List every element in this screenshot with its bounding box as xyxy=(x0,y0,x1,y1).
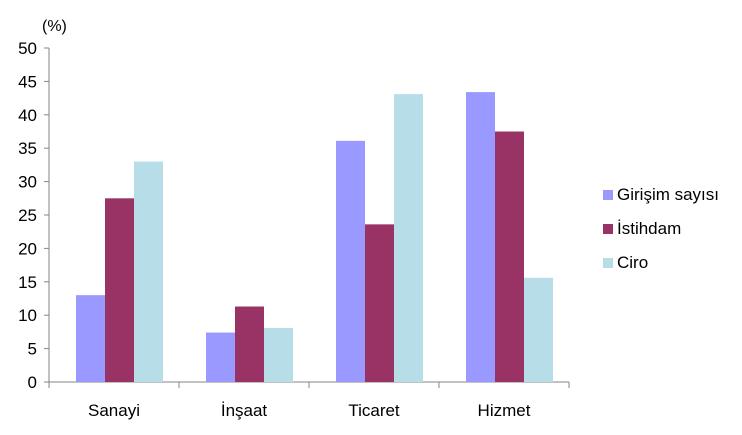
bars xyxy=(76,92,553,382)
y-tick-label: 50 xyxy=(18,39,37,58)
legend-swatch xyxy=(603,190,613,200)
bar xyxy=(336,140,365,382)
y-axis: 0 5 10 15 20 25 30 35 40 45 50 xyxy=(18,39,50,392)
bar xyxy=(365,224,394,382)
bar xyxy=(524,277,553,382)
legend-label: Ciro xyxy=(617,253,648,272)
y-tick-label: 10 xyxy=(18,306,37,325)
bar xyxy=(495,131,524,382)
bar xyxy=(134,161,163,382)
x-category-label: Sanayi xyxy=(88,401,140,420)
y-tick-label: 40 xyxy=(18,106,37,125)
legend-swatch xyxy=(603,224,613,234)
x-category-label: İnşaat xyxy=(221,401,268,420)
y-tick-label: 45 xyxy=(18,72,37,91)
bar xyxy=(466,92,495,382)
x-category-label: Ticaret xyxy=(348,401,400,420)
y-tick-label: 35 xyxy=(18,139,37,158)
y-tick-label: 30 xyxy=(18,173,37,192)
bar xyxy=(105,198,134,382)
legend: Girişim sayısı İstihdam Ciro xyxy=(603,185,719,272)
y-tick-label: 20 xyxy=(18,239,37,258)
y-tick-label: 0 xyxy=(28,373,37,392)
x-axis xyxy=(48,381,570,388)
bar xyxy=(76,295,105,382)
bar xyxy=(264,327,293,382)
legend-label: Girişim sayısı xyxy=(617,185,719,204)
y-tick-label: 5 xyxy=(28,340,37,359)
x-category-label: Hizmet xyxy=(478,401,531,420)
bar xyxy=(394,94,423,382)
bar xyxy=(206,332,235,382)
y-unit-label: (%) xyxy=(42,18,67,35)
legend-swatch xyxy=(603,258,613,268)
bar xyxy=(235,306,264,382)
y-tick-label: 25 xyxy=(18,206,37,225)
category-labels: Sanayi İnşaat Ticaret Hizmet xyxy=(88,401,531,420)
legend-label: İstihdam xyxy=(617,219,681,238)
y-tick-label: 15 xyxy=(18,273,37,292)
